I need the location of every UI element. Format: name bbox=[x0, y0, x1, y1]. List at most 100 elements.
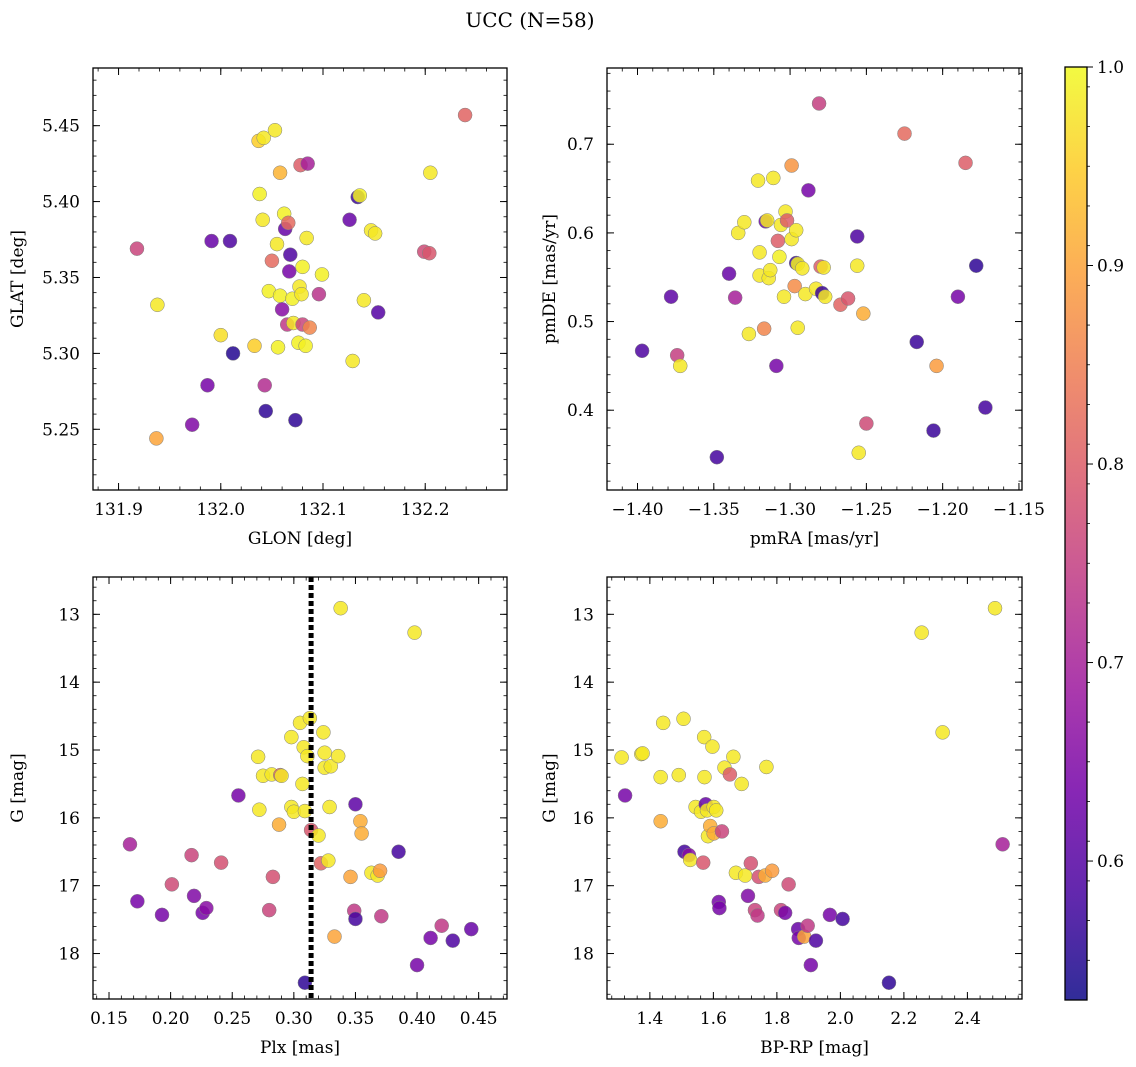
x-tick-label: 1.6 bbox=[700, 1009, 727, 1029]
scatter-point bbox=[391, 844, 406, 860]
scatter-point bbox=[712, 900, 727, 916]
y-tick-label: 5.25 bbox=[42, 420, 80, 440]
x-tick-label: 0.25 bbox=[213, 1009, 251, 1029]
scatter-point bbox=[367, 226, 383, 241]
scatter-point bbox=[750, 908, 765, 923]
y-tick-label: 18 bbox=[572, 945, 594, 965]
scatter-point bbox=[909, 334, 924, 350]
scatter-point bbox=[186, 888, 202, 904]
scatter-point bbox=[655, 715, 671, 731]
axes-frame bbox=[92, 67, 508, 491]
scatter-point bbox=[247, 338, 262, 354]
scatter-point bbox=[714, 824, 730, 839]
scatter-point bbox=[709, 449, 725, 465]
scatter-point bbox=[779, 213, 795, 228]
scatter-point bbox=[614, 750, 629, 765]
scatter-point bbox=[272, 165, 288, 180]
scatter-point bbox=[772, 249, 787, 265]
scatter-point bbox=[950, 289, 966, 304]
x-tick-label: 1.4 bbox=[636, 1009, 663, 1029]
scatter-point bbox=[298, 338, 313, 354]
scatter-point bbox=[322, 799, 337, 815]
scatter-point bbox=[122, 837, 138, 852]
scatter-point bbox=[295, 776, 310, 792]
axes-frame bbox=[606, 67, 1023, 491]
scatter-point bbox=[300, 748, 315, 764]
scatter-point bbox=[297, 975, 313, 990]
y-axis-label: pmDE [mas/yr] bbox=[540, 214, 560, 344]
scatter-point bbox=[695, 855, 711, 870]
x-tick-label: 0.15 bbox=[90, 1009, 128, 1029]
scatter-point bbox=[264, 253, 280, 269]
scatter-point bbox=[149, 431, 164, 446]
scatter-point bbox=[129, 241, 145, 256]
scatter-point bbox=[617, 788, 633, 803]
scatter-point bbox=[682, 852, 698, 868]
scatter-point bbox=[705, 739, 720, 754]
scatter-point bbox=[795, 261, 810, 276]
scatter-point bbox=[787, 278, 802, 294]
y-tick-label: 5.45 bbox=[42, 117, 80, 137]
scatter-point bbox=[353, 813, 368, 829]
y-axis-label: GLAT [deg] bbox=[8, 230, 28, 328]
y-axis-label: G [mag] bbox=[540, 753, 560, 822]
panel-4: 1.4 1.6 1.8 2.0 2.2 2.4 13 14 15 16 17 18 BP-RP [mag… bbox=[540, 576, 1023, 1058]
scatter-point bbox=[342, 212, 357, 228]
scatter-point bbox=[345, 353, 360, 369]
y-tick-label: 15 bbox=[572, 741, 594, 761]
x-tick-label: 132.1 bbox=[299, 500, 348, 520]
y-tick-label: 0.4 bbox=[567, 401, 594, 421]
scatter-points bbox=[634, 96, 993, 465]
x-tick-label: 0.35 bbox=[337, 1009, 375, 1029]
scatter-point bbox=[284, 729, 299, 745]
x-tick-label: 132.0 bbox=[196, 500, 245, 520]
scatter-point bbox=[282, 264, 297, 279]
scatter-point bbox=[274, 768, 289, 784]
colorbar-gradient bbox=[1064, 66, 1088, 1001]
axes-frame bbox=[92, 576, 508, 1000]
scatter-point bbox=[671, 767, 687, 783]
scatter-point bbox=[770, 233, 786, 249]
x-tick-label: −1.35 bbox=[688, 500, 740, 520]
scatter-point bbox=[422, 245, 437, 261]
panel-2: −1.40 −1.35 −1.30 −1.25 −1.20 −1.15 0.4 0.5 0.6 0… bbox=[540, 67, 1045, 549]
scatter-point bbox=[252, 802, 267, 817]
scatter-points bbox=[122, 600, 479, 990]
scatter-point bbox=[288, 412, 303, 428]
scatter-point bbox=[756, 321, 772, 336]
scatter-point bbox=[184, 417, 200, 432]
panel-3: 0.15 0.20 0.25 0.30 0.35 0.40 0.45 13 14 15 16 17 18… bbox=[8, 576, 508, 1058]
scatter-point bbox=[434, 918, 449, 933]
scatter-point bbox=[154, 907, 170, 923]
y-tick-label: 13 bbox=[58, 605, 80, 625]
scatter-point bbox=[271, 817, 287, 832]
scatter-point bbox=[302, 320, 317, 335]
scatter-point bbox=[407, 625, 422, 640]
scatter-points bbox=[129, 107, 473, 446]
scatter-point bbox=[764, 863, 780, 879]
colorbar-tick-label: 1.0 bbox=[1097, 58, 1124, 78]
scatter-point bbox=[926, 423, 941, 438]
scatter-point bbox=[258, 403, 274, 419]
scatter-point bbox=[423, 165, 438, 180]
y-tick-label: 17 bbox=[58, 877, 80, 897]
scatter-point bbox=[299, 230, 314, 246]
x-tick-label: −1.25 bbox=[840, 500, 892, 520]
scatter-point bbox=[788, 222, 804, 238]
scatter-point bbox=[750, 173, 766, 188]
axes-frame bbox=[606, 576, 1023, 1000]
scatter-point bbox=[859, 416, 874, 431]
scatter-point bbox=[727, 290, 743, 305]
scatter-point bbox=[722, 767, 738, 782]
y-tick-label: 16 bbox=[572, 809, 594, 829]
scatter-point bbox=[283, 247, 298, 262]
scatter-point bbox=[130, 894, 145, 909]
x-tick-label: −1.30 bbox=[764, 500, 816, 520]
y-tick-label: 14 bbox=[58, 673, 80, 693]
y-tick-label: 16 bbox=[58, 809, 80, 829]
x-tick-label: 1.8 bbox=[763, 1009, 790, 1029]
scatter-point bbox=[740, 888, 756, 904]
panel-1: 131.9 132.0 132.1 132.2 5.25 5.30 5.35 5.40 5.45… bbox=[8, 67, 508, 549]
scatter-point bbox=[200, 378, 215, 393]
scatter-point bbox=[653, 813, 668, 829]
